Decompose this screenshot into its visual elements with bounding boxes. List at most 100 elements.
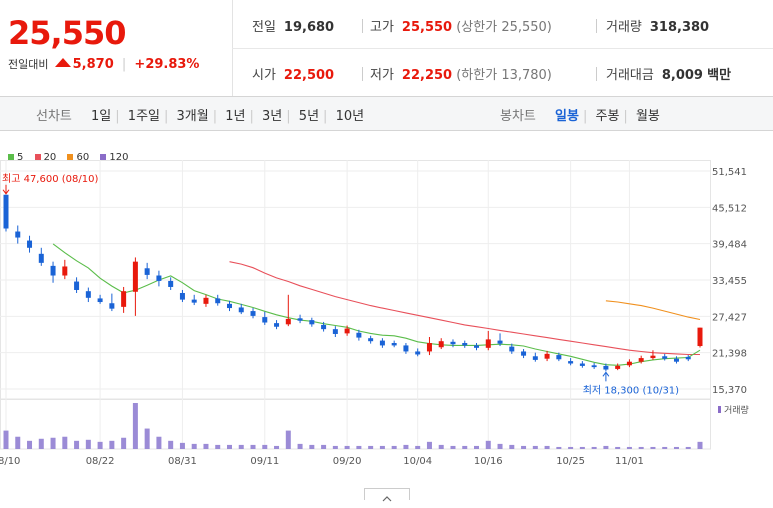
volume-bar bbox=[662, 446, 668, 449]
ma-legend: 5 20 60 120 bbox=[8, 152, 137, 163]
volume-bar bbox=[274, 445, 280, 449]
candle-body bbox=[532, 356, 538, 360]
candle-body bbox=[285, 318, 291, 325]
volume-bar bbox=[27, 440, 33, 449]
volume-bar bbox=[521, 445, 527, 449]
volume-bar bbox=[474, 445, 480, 449]
candle-body bbox=[568, 361, 574, 364]
x-tick-label: 09/11 bbox=[250, 456, 279, 467]
y-tick-label: 27,427 bbox=[712, 312, 747, 323]
candle-body bbox=[579, 363, 585, 366]
high-annotation: 최고 47,600 (08/10) bbox=[2, 173, 98, 185]
volume-bar bbox=[309, 444, 315, 449]
y-tick-label: 33,455 bbox=[712, 276, 747, 287]
candle-body bbox=[509, 346, 515, 352]
volume-stat: 거래량 318,380 bbox=[606, 16, 709, 35]
volume-bar bbox=[673, 446, 679, 449]
volume-bar bbox=[74, 440, 80, 449]
volume-bar bbox=[156, 436, 162, 449]
candle-body bbox=[132, 261, 138, 292]
chevron-up-icon bbox=[382, 496, 392, 502]
candle-body bbox=[697, 327, 703, 347]
period-10y[interactable]: 10년 bbox=[335, 109, 365, 124]
trade-value: 8,009 bbox=[661, 68, 703, 83]
volume-bar bbox=[450, 445, 456, 449]
volume-bar bbox=[497, 443, 503, 449]
volume-bar bbox=[485, 440, 491, 449]
x-tick-label: 08/31 bbox=[168, 456, 197, 467]
candle-body bbox=[203, 297, 209, 304]
low-stat: 저가 22,250 (하한가 13,780) bbox=[370, 64, 552, 83]
volume-bar bbox=[544, 445, 550, 449]
tab-daily[interactable]: 일봉 bbox=[555, 109, 579, 124]
tab-monthly[interactable]: 월봉 bbox=[635, 109, 660, 124]
candle-body bbox=[262, 317, 268, 323]
high-arrowhead-icon bbox=[2, 189, 10, 195]
high-value: 25,550 bbox=[401, 20, 453, 35]
volume-bar bbox=[556, 446, 562, 449]
volume-bar bbox=[50, 437, 56, 449]
change-percent: +29.83% bbox=[134, 57, 200, 72]
volume-bar bbox=[332, 445, 338, 449]
volume-bar bbox=[650, 446, 656, 449]
candle-body bbox=[474, 345, 480, 348]
candle-body bbox=[403, 345, 409, 352]
volume-bar bbox=[85, 439, 91, 449]
candle-body bbox=[321, 324, 327, 330]
legend-ma5: 5 bbox=[8, 152, 23, 163]
candle-body bbox=[85, 291, 91, 298]
candle-body bbox=[415, 351, 421, 355]
period-3y[interactable]: 3년 bbox=[262, 109, 283, 124]
volume-bar bbox=[297, 443, 303, 449]
period-1d[interactable]: 1일 bbox=[91, 109, 112, 124]
candle-body bbox=[438, 341, 444, 348]
lower-limit: (하한가 13,780) bbox=[456, 68, 552, 83]
volume-bar bbox=[638, 446, 644, 449]
candle-body bbox=[297, 318, 303, 321]
line-chart-label: 선차트 bbox=[36, 109, 72, 124]
period-1w[interactable]: 1주일 bbox=[127, 109, 160, 124]
period-3m[interactable]: 3개월 bbox=[176, 109, 209, 124]
stock-chart: 15,370 21,398 27,427 33,455 39,484 45,512 51,5… bbox=[0, 160, 749, 467]
candle-body bbox=[544, 353, 550, 359]
change-value: 5,870 bbox=[72, 57, 114, 72]
ma20-line bbox=[229, 261, 700, 356]
volume-bar bbox=[438, 444, 444, 449]
volume-bar bbox=[3, 430, 9, 449]
up-arrow-icon bbox=[54, 58, 71, 67]
divider bbox=[596, 67, 597, 81]
volume-bar bbox=[426, 441, 432, 449]
low-label: 저가 bbox=[370, 68, 394, 83]
candle-body bbox=[191, 299, 197, 303]
period-5y[interactable]: 5년 bbox=[298, 109, 320, 124]
open-value: 22,500 bbox=[283, 68, 335, 83]
volume-bar bbox=[97, 441, 103, 449]
candle-body bbox=[379, 340, 385, 346]
candle-body bbox=[144, 268, 150, 275]
candle-body bbox=[650, 355, 656, 359]
collapse-tab[interactable] bbox=[364, 488, 410, 502]
y-tick-label: 39,484 bbox=[712, 240, 747, 251]
candle-body bbox=[368, 338, 374, 342]
volume-bar bbox=[603, 445, 609, 449]
x-tick-label: 11/01 bbox=[615, 456, 644, 467]
volume-bar bbox=[344, 445, 350, 449]
volume-bar bbox=[121, 437, 127, 449]
volume-value: 318,380 bbox=[649, 20, 710, 35]
change-row: 전일대비 5,870 | +29.83% bbox=[8, 57, 200, 72]
candle-body bbox=[497, 340, 503, 344]
period-1y[interactable]: 1년 bbox=[225, 109, 246, 124]
volume-bar bbox=[462, 445, 468, 449]
trade-value-stat: 거래대금 8,009 백만 bbox=[606, 64, 731, 83]
y-tick-label: 15,370 bbox=[712, 385, 747, 396]
tab-weekly[interactable]: 주봉 bbox=[595, 109, 620, 124]
volume-bar bbox=[615, 446, 621, 449]
candle-body bbox=[3, 194, 9, 229]
volume-bar bbox=[568, 446, 574, 449]
candle-body bbox=[521, 351, 527, 356]
volume-bar bbox=[238, 444, 244, 449]
candle-body bbox=[50, 265, 56, 276]
candle-body bbox=[38, 253, 44, 263]
candle-body bbox=[603, 365, 609, 370]
candle-body bbox=[15, 231, 21, 238]
